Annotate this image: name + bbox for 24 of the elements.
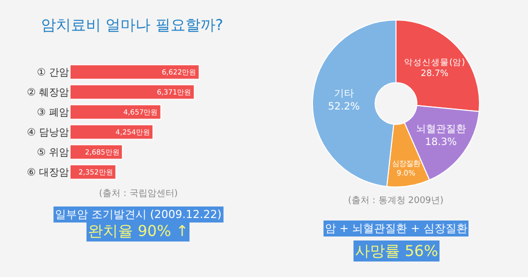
bar [70, 64, 200, 80]
chart-title: 암치료비 얼마나 필요할까? [40, 16, 224, 34]
text: (출처 : 국립암센터) [99, 189, 178, 199]
text: 일부암 조기발견시 (2009.12.22) [55, 208, 222, 221]
text: 사망률 56% [355, 242, 438, 260]
bar [70, 84, 195, 100]
slice-label: 심장질환 [392, 159, 420, 168]
text: 암 + 뇌혈관질환 + 심장질환 [325, 222, 468, 235]
y-tick-label: ⑤ 위암 [36, 148, 69, 158]
y-tick-label: ① 간암 [36, 68, 69, 78]
data-label: 52.2% [328, 102, 360, 113]
text: (출처 : 통계청 2009년) [348, 196, 444, 206]
text: 완치율 90% ↑ [88, 222, 188, 240]
y-tick-label: ④ 담낭암 [26, 128, 69, 138]
bar [70, 104, 162, 120]
data-label: 9.0% [396, 168, 416, 178]
y-tick-label: ③ 폐암 [36, 108, 69, 118]
y-tick-label: ② 췌장암 [26, 88, 69, 98]
y-tick-label: ⑥ 대장암 [26, 168, 69, 178]
slice-label: 악성신생물(암) [404, 58, 465, 68]
data-label: 18.3% [424, 137, 457, 148]
data-label: 28.7% [420, 69, 448, 80]
slice-label: 뇌혈관질환 [416, 124, 466, 136]
slice-label: 기타 [334, 88, 354, 100]
